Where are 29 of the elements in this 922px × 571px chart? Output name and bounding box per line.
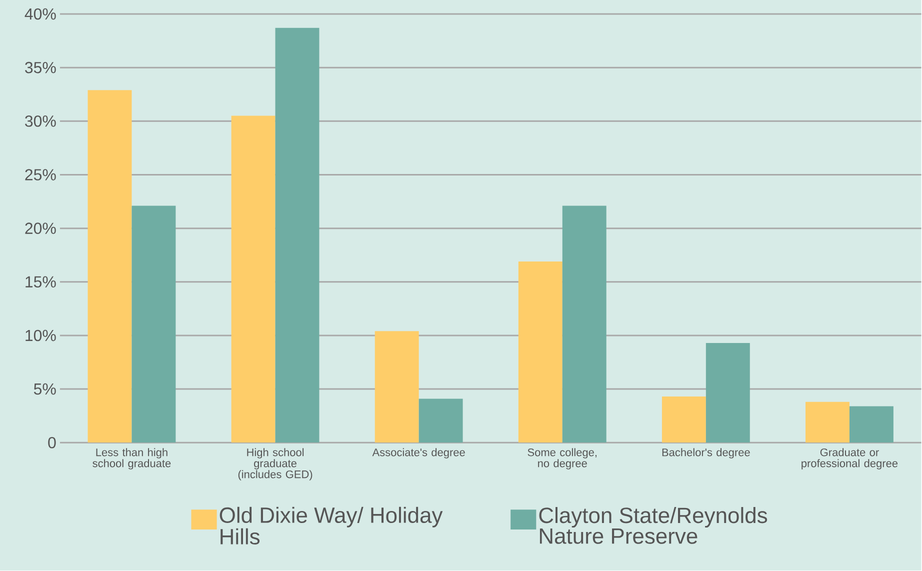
x-tick-label: Less than high school graduate [92,448,171,470]
bar [132,206,176,443]
x-tick-label: Some college, no degree [528,448,597,470]
bar [275,28,320,443]
y-tick-label: 40% [24,8,56,20]
bar [806,402,850,443]
y-tick-label: 25% [25,169,56,181]
x-tick-label: Graduate or professional degree [802,448,898,470]
legend-label: Old Dixie Way/ Holiday Hills [220,507,443,545]
bar [706,343,750,443]
bar [374,331,419,443]
y-tick-label: 5% [34,384,56,395]
x-tick-label: High school graduate (includes GED) [238,448,312,481]
bar [418,398,463,443]
y-tick-label: 30% [25,116,56,128]
x-tick-label: Bachelor's degree [662,448,750,459]
bar [88,90,132,443]
y-tick-label: 10% [26,330,56,342]
bar [231,116,276,443]
bar [518,262,562,443]
y-tick-label: 15% [26,276,56,288]
bar [662,396,706,443]
legend-label: Clayton State/Reynolds Nature Preserve [539,507,768,544]
bar [849,406,894,443]
y-tick-label: 20% [25,222,56,234]
x-tick-label: Associate's degree [372,448,465,459]
y-tick-label: 35% [25,62,56,74]
y-tick-label: 0 [48,437,56,449]
bar [562,206,606,443]
